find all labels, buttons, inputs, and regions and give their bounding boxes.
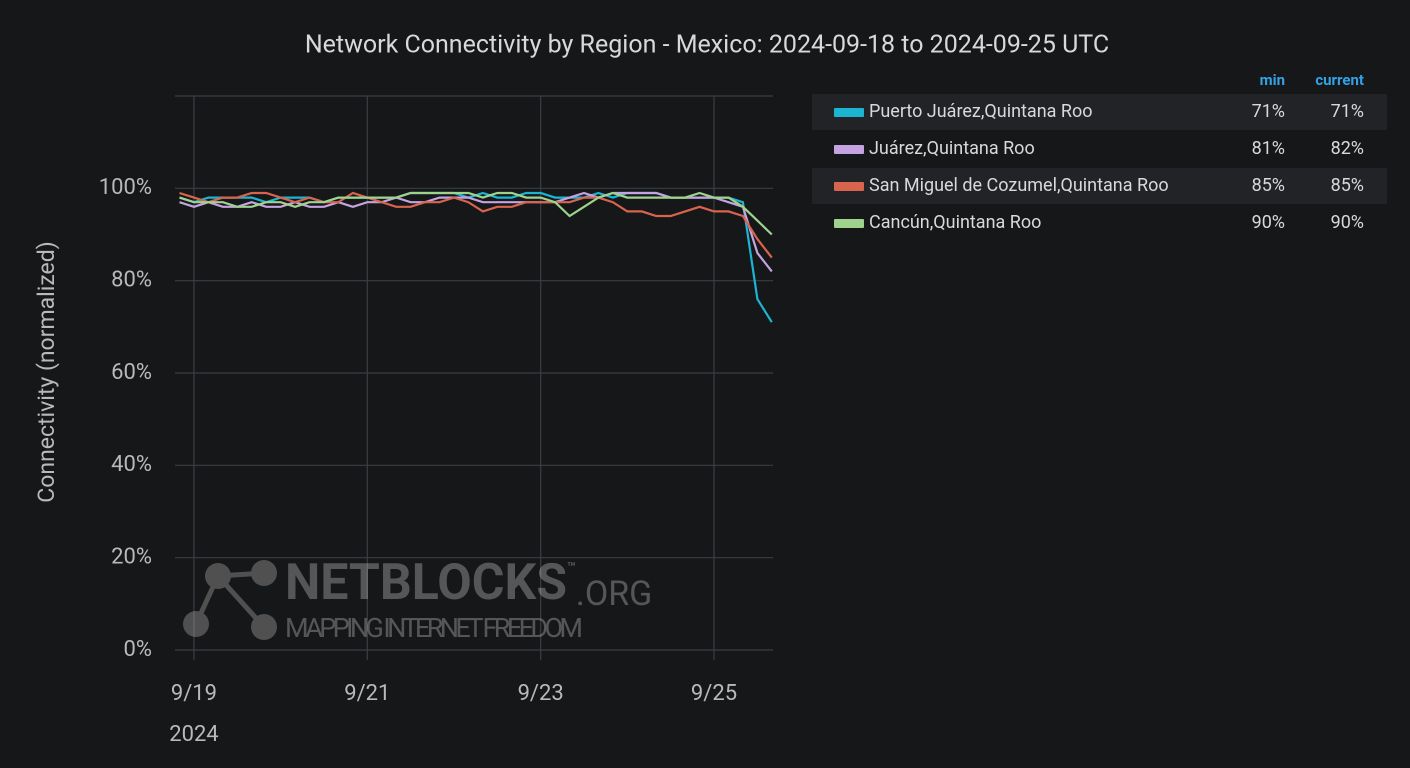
legend-stat: 82%: [1331, 138, 1364, 159]
series-line: [179, 191, 773, 236]
legend-stat: 90%: [1252, 212, 1285, 233]
legend-stat: 81%: [1252, 138, 1285, 159]
logo-dot: [205, 563, 231, 589]
legend-row-bg: [812, 168, 1387, 204]
legend-stat: 85%: [1331, 175, 1364, 196]
legend-stat: 71%: [1331, 101, 1364, 122]
y-tick-label: 20%: [111, 544, 152, 569]
y-axis-title: Connectivity (normalized): [33, 241, 60, 502]
x-tick-label: 9/19: [171, 681, 217, 706]
legend-stat: 71%: [1252, 101, 1285, 122]
legend-label: Puerto Juárez,Quintana Roo: [869, 101, 1093, 122]
legend-swatch: [834, 108, 864, 117]
legend-swatch: [834, 145, 864, 154]
x-tick-label: 9/25: [691, 681, 737, 706]
legend-swatch: [834, 219, 864, 228]
watermark: NETBLOCKS™.ORG MAPPING INTERNET FREEDOM: [183, 554, 652, 644]
x-tick-label: 9/23: [518, 681, 564, 706]
watermark-brand: NETBLOCKS™.ORG: [285, 554, 652, 614]
legend-label: Juárez,Quintana Roo: [869, 138, 1035, 159]
x-year-label: 2024: [169, 722, 218, 747]
tm: ™: [567, 560, 576, 576]
y-tick-label: 80%: [111, 267, 152, 292]
brand: NETBLOCKS: [285, 554, 567, 612]
watermark-tagline: MAPPING INTERNET FREEDOM: [285, 612, 583, 644]
legend-stat: 85%: [1252, 175, 1285, 196]
chart-title: Network Connectivity by Region - Mexico:…: [305, 31, 1109, 60]
logo-dot: [251, 614, 277, 640]
legend-label: Cancún,Quintana Roo: [869, 212, 1041, 233]
legend-label: San Miguel de Cozumel,Quintana Roo: [869, 175, 1169, 196]
y-tick-label: 0%: [124, 637, 152, 662]
y-tick-label: 60%: [111, 360, 152, 385]
y-tick-label: 100%: [99, 175, 152, 200]
series-line: [179, 191, 773, 259]
logo-link: [193, 570, 266, 629]
logo-dot: [251, 560, 277, 586]
legend-column-header: min: [1260, 71, 1285, 89]
legend-row-bg: [812, 94, 1387, 130]
x-tick-label: 9/21: [344, 681, 390, 706]
legend-column-header: current: [1315, 71, 1364, 89]
legend-stat: 90%: [1331, 212, 1364, 233]
suffix: .ORG: [576, 574, 652, 614]
y-tick-label: 40%: [111, 452, 152, 477]
logo-dot: [183, 611, 209, 637]
legend-swatch: [834, 182, 864, 191]
